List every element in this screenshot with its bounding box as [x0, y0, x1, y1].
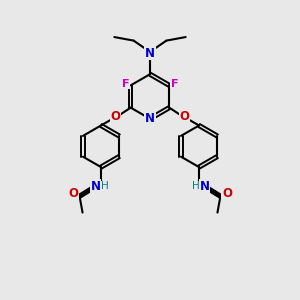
Text: O: O: [222, 187, 232, 200]
Text: N: N: [145, 47, 155, 60]
Text: O: O: [111, 110, 121, 123]
Text: H: H: [101, 182, 108, 191]
Text: N: N: [200, 180, 209, 193]
Text: O: O: [68, 187, 78, 200]
Text: F: F: [122, 79, 129, 89]
Text: H: H: [192, 182, 199, 191]
Text: N: N: [91, 180, 100, 193]
Text: O: O: [179, 110, 189, 123]
Text: F: F: [171, 79, 178, 89]
Text: N: N: [145, 112, 155, 125]
